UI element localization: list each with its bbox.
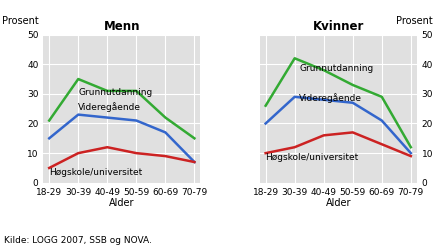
Text: Prosent: Prosent	[2, 16, 39, 26]
Text: Grunnutdanning: Grunnutdanning	[299, 64, 373, 73]
Title: Menn: Menn	[104, 21, 140, 33]
Text: Høgskole/universitet: Høgskole/universitet	[266, 153, 359, 162]
Text: Kilde: LOGG 2007, SSB og NOVA.: Kilde: LOGG 2007, SSB og NOVA.	[4, 236, 152, 245]
X-axis label: Alder: Alder	[109, 198, 135, 208]
Text: Grunnutdanning: Grunnutdanning	[78, 88, 152, 97]
Text: Videregående: Videregående	[299, 93, 362, 103]
Title: Kvinner: Kvinner	[312, 21, 364, 33]
Text: Høgskole/universitet: Høgskole/universitet	[49, 168, 142, 177]
X-axis label: Alder: Alder	[326, 198, 351, 208]
Text: Prosent: Prosent	[396, 16, 433, 26]
Text: Videregående: Videregående	[78, 102, 141, 112]
